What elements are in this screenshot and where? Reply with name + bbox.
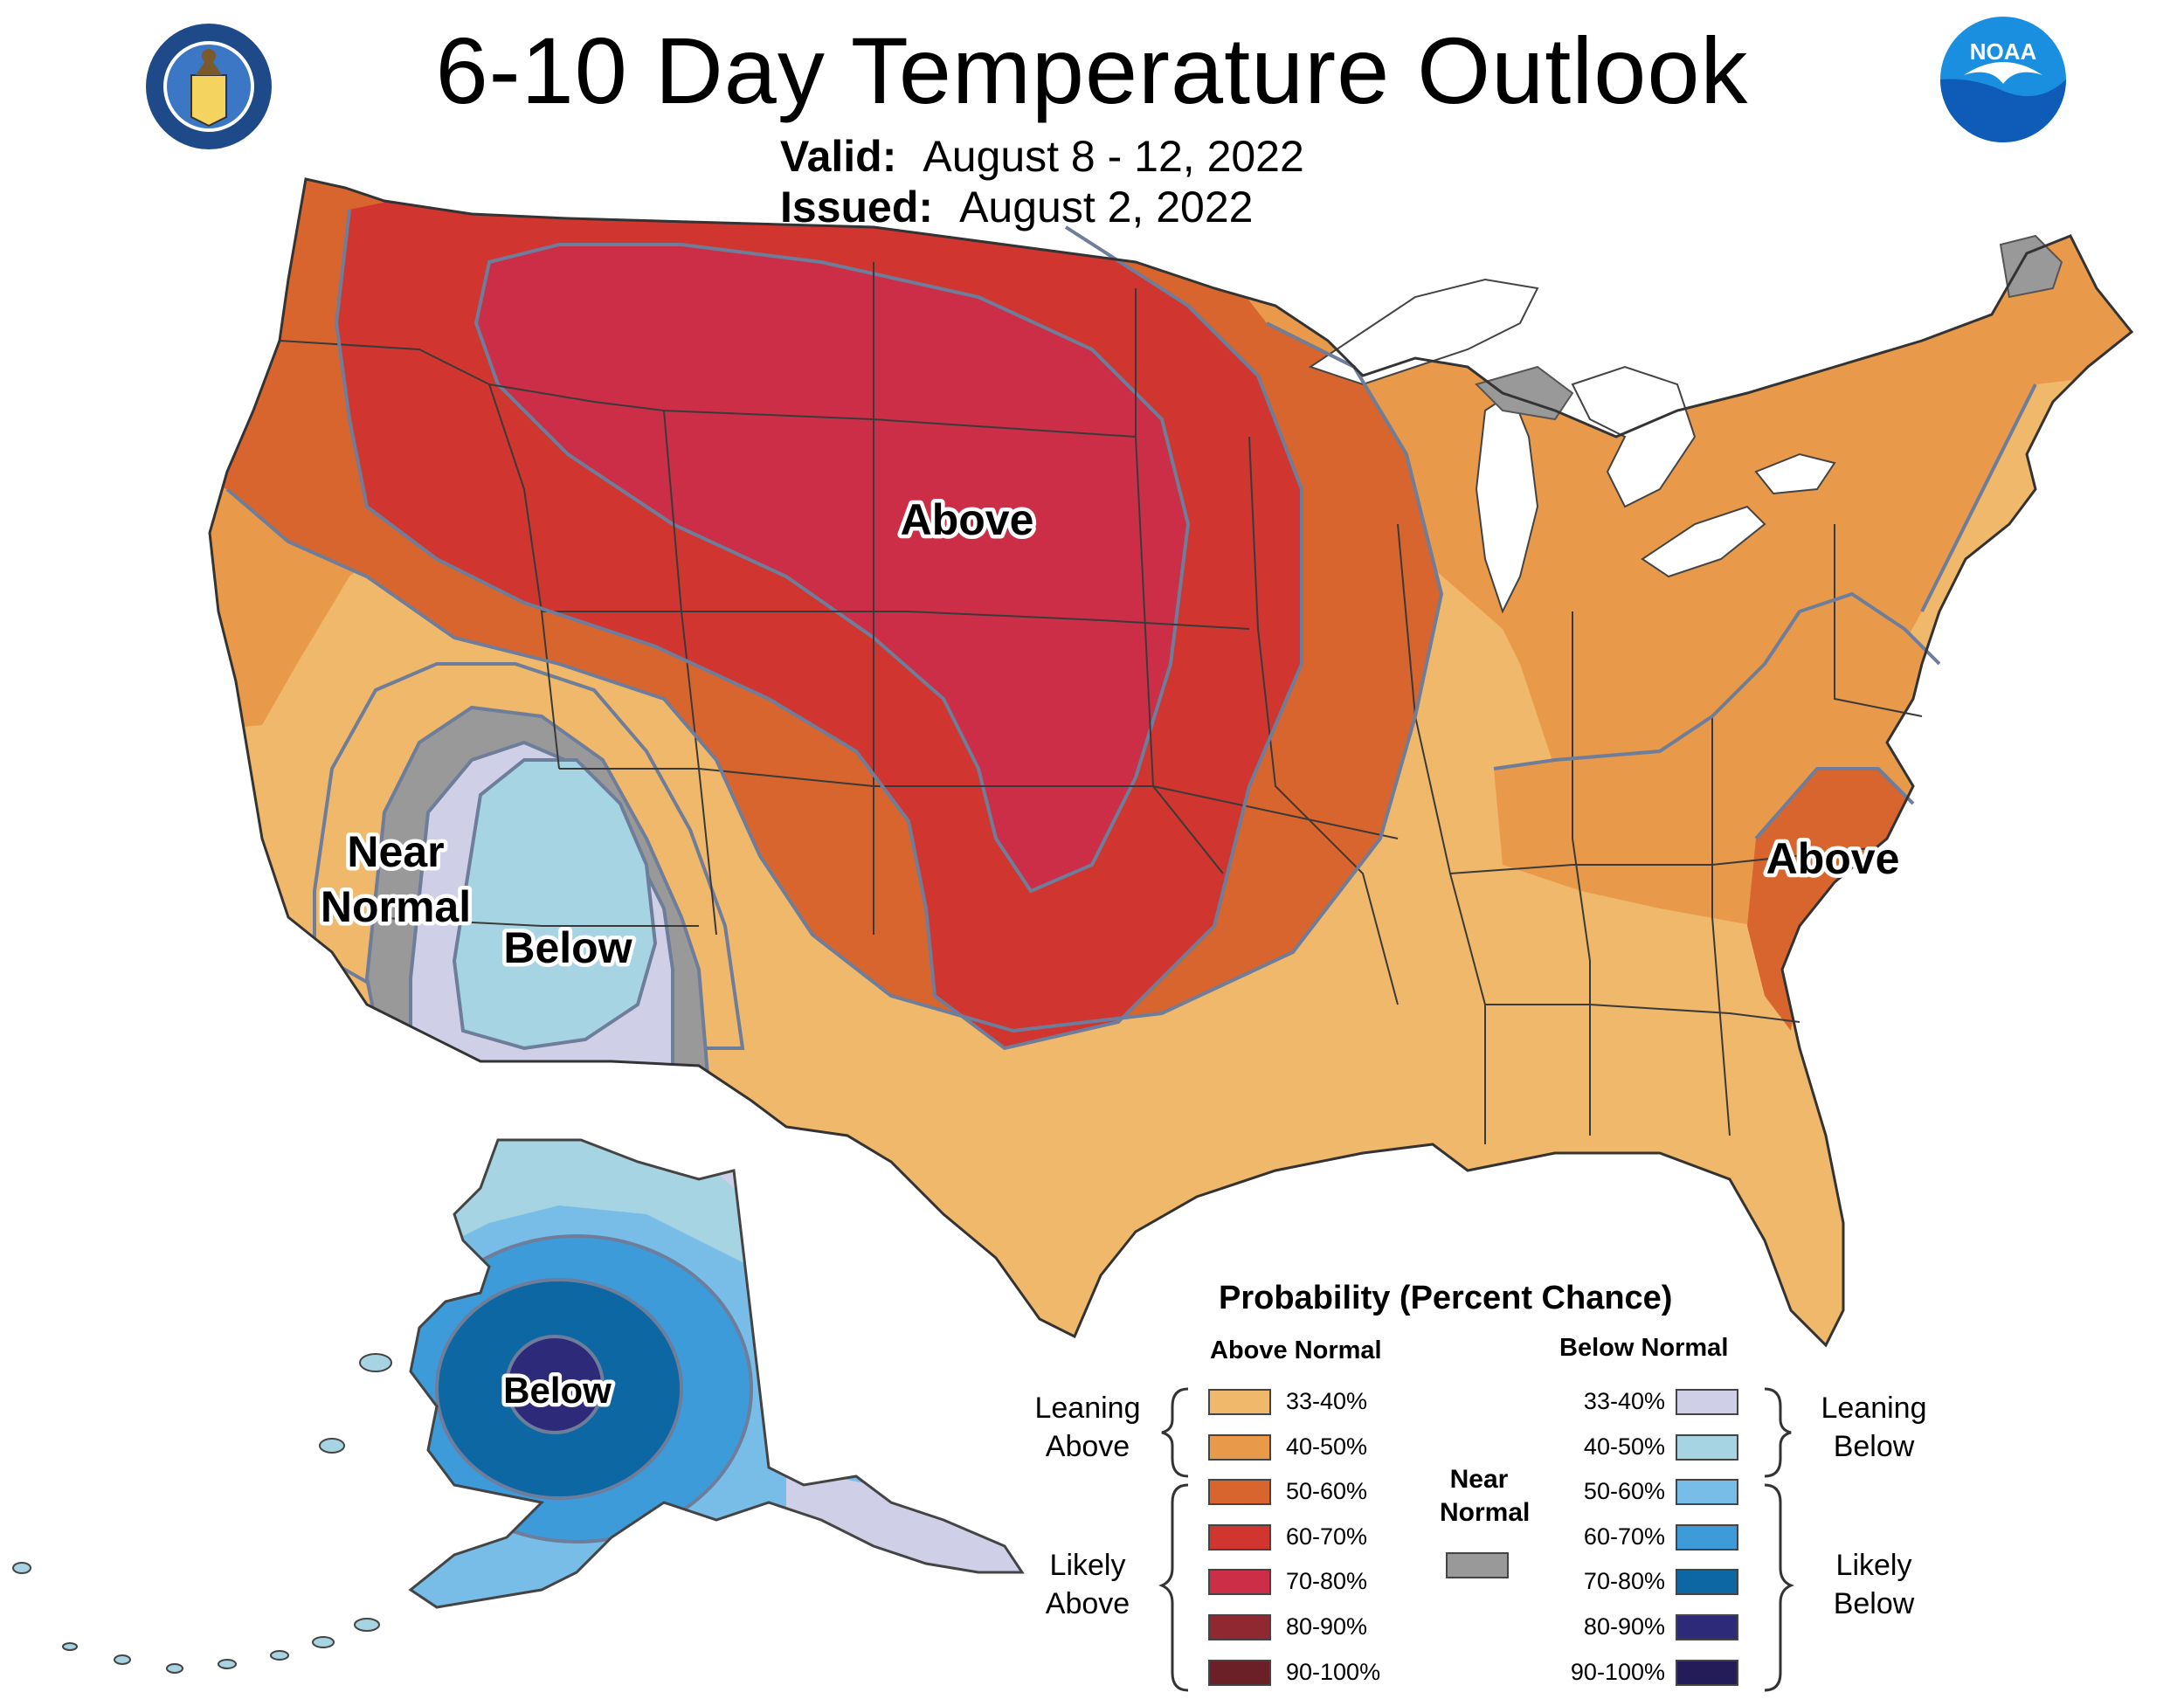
legend-below-range: 50-60% xyxy=(1583,1478,1665,1504)
issued-date: Issued: August 2, 2022 xyxy=(780,182,1253,232)
legend-leaning-below-label: Leaning Below xyxy=(1821,1392,1927,1463)
zone-upper-michigan-near-normal xyxy=(1475,365,1574,421)
legend-below-range: 40-50% xyxy=(1583,1433,1665,1460)
label-near-normal-line2: Normal xyxy=(321,882,471,931)
legend-above-swatch xyxy=(1208,1434,1271,1461)
noaa-logo: NOAA xyxy=(1940,17,2066,142)
state-boundaries xyxy=(279,262,1923,1144)
lake-superior xyxy=(1308,278,1539,386)
legend-below-swatch xyxy=(1676,1524,1738,1551)
legend-leaning-above-label: Leaning Above xyxy=(1034,1392,1141,1463)
valid-value: August 8 - 12, 2022 xyxy=(923,132,1304,181)
legend-above-header: Above Normal xyxy=(1210,1336,1382,1364)
legend-below-range: 80-90% xyxy=(1583,1613,1665,1640)
lake-erie xyxy=(1641,505,1766,578)
great-lakes xyxy=(1308,278,1836,614)
conus-map xyxy=(208,177,2134,1348)
legend-below-swatch xyxy=(1676,1479,1738,1505)
issued-value: August 2, 2022 xyxy=(959,183,1254,231)
legend-above-range: 40-50% xyxy=(1286,1433,1368,1460)
legend-near-normal-swatch xyxy=(1446,1552,1509,1578)
lake-ontario xyxy=(1754,452,1836,495)
department-of-commerce-seal xyxy=(146,24,272,149)
label-below-southwest: Below xyxy=(503,923,632,972)
legend-below-swatch xyxy=(1676,1660,1738,1686)
legend-below-range: 90-100% xyxy=(1570,1659,1665,1685)
legend-likely-below-label: Likely Below xyxy=(1833,1549,1915,1620)
legend-above-swatch xyxy=(1208,1660,1271,1686)
lake-huron xyxy=(1571,365,1697,508)
legend-below-range: 33-40% xyxy=(1583,1388,1665,1414)
legend-above-range: 90-100% xyxy=(1286,1659,1381,1685)
label-above-central: Above xyxy=(901,495,1034,544)
legend-above-range: 50-60% xyxy=(1286,1478,1368,1504)
zone-likely-above-70-80 xyxy=(473,243,1191,894)
noaa-logo-text: NOAA xyxy=(1970,38,2037,65)
map-labels: Above Above Near Normal Below Below xyxy=(316,492,1904,1415)
legend-above-range: 60-70% xyxy=(1286,1523,1368,1550)
legend-below-range: 60-70% xyxy=(1583,1523,1665,1550)
conus-outline xyxy=(208,177,2134,1348)
label-near-normal-line1: Near xyxy=(347,827,444,876)
legend-above-range: 70-80% xyxy=(1286,1568,1368,1594)
label-above-east: Above xyxy=(1766,834,1900,883)
zone-leaning-below-40-50 xyxy=(452,758,658,1051)
legend-above-swatch xyxy=(1208,1614,1271,1640)
legend-above-range: 33-40% xyxy=(1286,1388,1368,1414)
valid-label: Valid: xyxy=(780,132,897,181)
legend-below-braces xyxy=(1764,1387,1794,1692)
legend-near-normal-label: Near Normal xyxy=(1440,1465,1531,1527)
legend-below-range: 70-80% xyxy=(1583,1568,1665,1594)
legend-above-swatch xyxy=(1208,1569,1271,1595)
legend-below-swatch xyxy=(1676,1434,1738,1461)
legend-below-swatch xyxy=(1676,1389,1738,1415)
legend-below-header: Below Normal xyxy=(1559,1334,1729,1362)
page-title: 6-10 Day Temperature Outlook xyxy=(435,17,1749,123)
legend-below-swatch xyxy=(1676,1614,1738,1640)
valid-dates: Valid: August 8 - 12, 2022 xyxy=(780,131,1304,182)
legend-below-swatch xyxy=(1676,1569,1738,1595)
issued-label: Issued: xyxy=(780,183,934,231)
contour-lines xyxy=(225,209,2037,1051)
alaska-outline xyxy=(408,1138,1025,1609)
aleutian-islands xyxy=(12,1353,392,1674)
ak-zone-80-90 xyxy=(505,1335,605,1434)
legend-above-range: 80-90% xyxy=(1286,1613,1368,1640)
legend-above-swatch xyxy=(1208,1524,1271,1551)
legend-above-swatch xyxy=(1208,1389,1271,1415)
label-below-alaska: Below xyxy=(503,1370,612,1411)
legend-likely-above-label: Likely Above xyxy=(1045,1549,1130,1620)
legend-above-swatch xyxy=(1208,1479,1271,1505)
legend-above-braces xyxy=(1158,1387,1189,1692)
legend-title: Probability (Percent Chance) xyxy=(1219,1280,1673,1316)
